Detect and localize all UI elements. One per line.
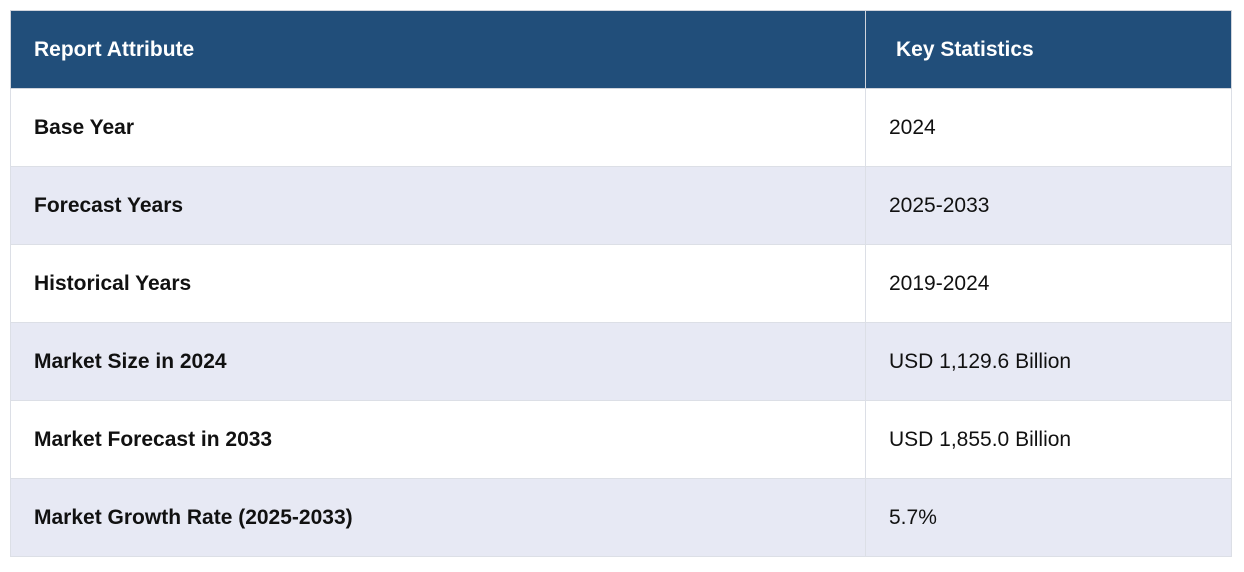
table-row: Market Forecast in 2033 USD 1,855.0 Bill… <box>10 400 1232 479</box>
column-header-key-statistics: Key Statistics <box>865 10 1232 89</box>
row-value: USD 1,855.0 Billion <box>865 400 1232 479</box>
row-value: USD 1,129.6 Billion <box>865 322 1232 401</box>
table-header-row: Report Attribute Key Statistics <box>10 10 1232 89</box>
row-attribute: Historical Years <box>10 244 866 323</box>
row-attribute: Base Year <box>10 88 866 167</box>
row-value: 2024 <box>865 88 1232 167</box>
row-value: 2019-2024 <box>865 244 1232 323</box>
report-statistics-table-container: Report Attribute Key Statistics Base Yea… <box>10 10 1232 557</box>
row-value: 2025-2033 <box>865 166 1232 245</box>
row-attribute: Market Growth Rate (2025-2033) <box>10 478 866 557</box>
row-attribute: Market Forecast in 2033 <box>10 400 866 479</box>
report-statistics-table: Report Attribute Key Statistics Base Yea… <box>10 10 1232 557</box>
table-row: Forecast Years 2025-2033 <box>10 166 1232 245</box>
row-value: 5.7% <box>865 478 1232 557</box>
row-attribute: Forecast Years <box>10 166 866 245</box>
table-row: Base Year 2024 <box>10 88 1232 167</box>
row-attribute: Market Size in 2024 <box>10 322 866 401</box>
table-row: Market Size in 2024 USD 1,129.6 Billion <box>10 322 1232 401</box>
column-header-report-attribute: Report Attribute <box>10 10 866 89</box>
table-row: Market Growth Rate (2025-2033) 5.7% <box>10 478 1232 557</box>
table-row: Historical Years 2019-2024 <box>10 244 1232 323</box>
